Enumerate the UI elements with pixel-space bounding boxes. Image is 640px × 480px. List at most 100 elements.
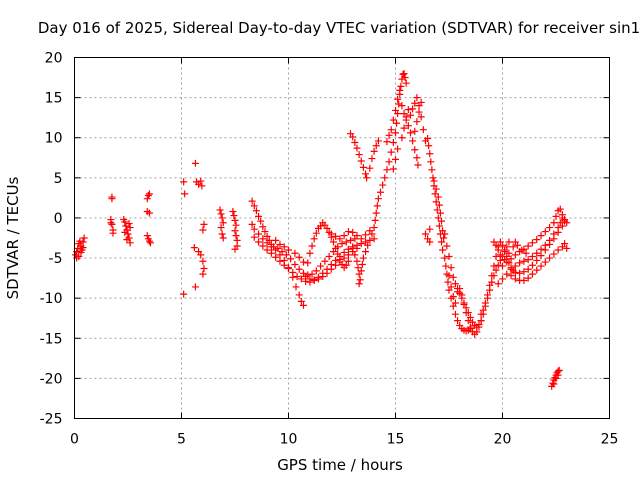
data-point (295, 253, 303, 261)
data-point (342, 261, 350, 269)
data-point (533, 266, 541, 274)
data-point (272, 236, 280, 244)
data-point (121, 218, 129, 226)
data-point (357, 235, 365, 243)
data-point (554, 224, 562, 232)
data-point (362, 170, 370, 178)
data-point (426, 238, 434, 246)
data-point (441, 254, 449, 262)
data-point (550, 380, 558, 388)
data-point (353, 144, 361, 152)
data-point (291, 260, 299, 268)
data-point (406, 129, 414, 137)
data-point (357, 267, 365, 275)
data-point (381, 174, 389, 182)
data-point (317, 262, 325, 270)
data-point (199, 226, 207, 234)
data-point (444, 278, 452, 286)
data-point (126, 239, 134, 247)
data-point (411, 99, 419, 107)
data-point (272, 253, 280, 261)
data-point (349, 133, 357, 141)
data-point (292, 283, 300, 291)
data-point (349, 228, 357, 236)
data-point (372, 209, 380, 217)
data-point (342, 238, 350, 246)
chart-title: Day 016 of 2025, Sidereal Day-to-day VTE… (38, 19, 640, 37)
data-point (501, 256, 509, 264)
data-point (466, 323, 474, 331)
data-point (435, 201, 443, 209)
y-tick-label: 15 (45, 91, 63, 107)
data-point (516, 259, 524, 267)
data-point (145, 237, 153, 245)
data-point (287, 255, 295, 263)
data-point (75, 252, 83, 260)
data-point (145, 190, 153, 198)
data-point (340, 254, 348, 262)
data-point (259, 223, 267, 231)
data-point (411, 146, 419, 154)
data-point (323, 224, 331, 232)
data-point (524, 274, 532, 282)
data-point (392, 106, 399, 114)
data-point (440, 234, 448, 242)
data-point (218, 230, 226, 238)
data-point (374, 137, 382, 145)
data-point (484, 291, 492, 299)
data-point (276, 251, 284, 259)
data-point (464, 317, 472, 325)
data-point (563, 244, 571, 252)
data-point (327, 230, 335, 238)
y-tick-label: -15 (40, 331, 63, 347)
data-point (143, 232, 151, 240)
data-point (197, 177, 205, 185)
data-point (387, 126, 395, 134)
data-point (537, 232, 545, 240)
data-point (383, 166, 391, 174)
data-point (451, 299, 459, 307)
data-point (385, 158, 393, 166)
data-point (308, 242, 316, 250)
data-point (332, 232, 340, 240)
data-point (449, 273, 457, 281)
data-point (456, 285, 464, 293)
data-point (439, 246, 447, 254)
data-point (259, 235, 267, 243)
y-tick-label: 20 (45, 51, 63, 67)
data-point (481, 299, 489, 307)
data-point (541, 228, 549, 236)
data-point (306, 275, 314, 283)
x-tick-label: 25 (601, 432, 619, 448)
data-point (409, 105, 417, 113)
data-point (473, 328, 481, 336)
y-tick-label: -5 (49, 251, 63, 267)
data-point (537, 262, 545, 270)
data-point (431, 190, 439, 198)
data-point (121, 228, 129, 236)
data-point (231, 227, 239, 235)
data-point (370, 224, 378, 232)
data-point (302, 273, 310, 281)
data-point (404, 122, 412, 130)
data-point (248, 220, 256, 228)
data-point (520, 257, 528, 265)
data-point (383, 138, 391, 146)
data-point (295, 265, 303, 273)
data-point (396, 86, 404, 94)
data-point (349, 244, 357, 252)
data-point (280, 261, 288, 269)
data-point (255, 230, 263, 238)
data-point (432, 198, 440, 206)
plot-frame (74, 57, 610, 419)
data-point (415, 108, 423, 116)
data-point (362, 248, 370, 256)
data-point (398, 134, 406, 142)
data-point (449, 293, 457, 301)
data-point (397, 82, 405, 90)
data-point (424, 135, 432, 143)
x-tick-label: 10 (280, 432, 298, 448)
data-point (558, 211, 566, 219)
data-point (351, 251, 359, 259)
